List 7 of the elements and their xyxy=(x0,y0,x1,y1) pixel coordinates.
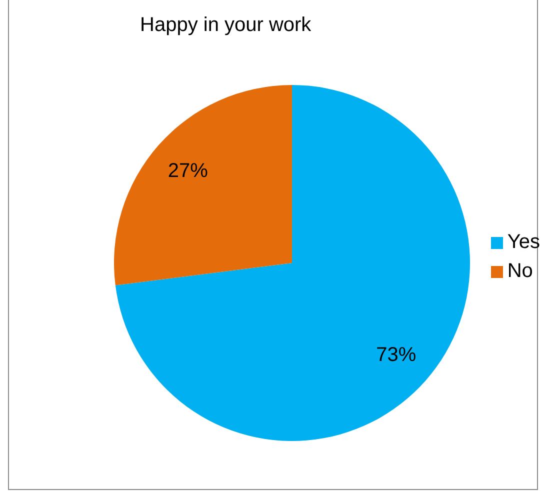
pie-slice xyxy=(114,85,292,286)
data-label: 27% xyxy=(168,160,208,182)
chart-title: Happy in your work xyxy=(140,14,312,37)
data-label: 73% xyxy=(376,344,416,366)
legend-label: No xyxy=(507,260,533,283)
legend-label: Yes xyxy=(507,231,540,254)
pie-slice xyxy=(115,85,470,441)
